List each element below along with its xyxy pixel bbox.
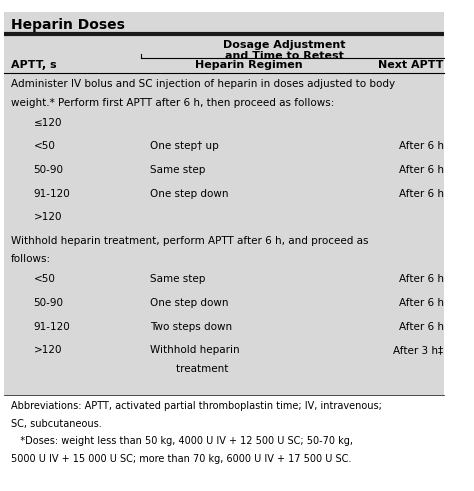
Text: After 3 h‡: After 3 h‡ <box>393 345 444 355</box>
Text: treatment: treatment <box>150 364 228 374</box>
Text: Abbreviations: APTT, activated partial thromboplastin time; IV, intravenous;: Abbreviations: APTT, activated partial t… <box>11 401 382 411</box>
Text: Withhold heparin: Withhold heparin <box>150 345 240 355</box>
Bar <box>4 12 444 395</box>
Text: Dosage Adjustment
and Time to Retest: Dosage Adjustment and Time to Retest <box>223 40 346 61</box>
Text: APTT, s: APTT, s <box>11 60 57 70</box>
Text: After 6 h: After 6 h <box>399 165 444 175</box>
Text: <50: <50 <box>34 141 55 151</box>
Text: *Doses: weight less than 50 kg, 4000 U IV + 12 500 U SC; 50-70 kg,: *Doses: weight less than 50 kg, 4000 U I… <box>11 436 353 446</box>
Text: One step† up: One step† up <box>150 141 219 151</box>
Text: After 6 h: After 6 h <box>399 274 444 284</box>
Text: Administer IV bolus and SC injection of heparin in doses adjusted to body: Administer IV bolus and SC injection of … <box>11 79 395 89</box>
Text: 5000 U IV + 15 000 U SC; more than 70 kg, 6000 U IV + 17 500 U SC.: 5000 U IV + 15 000 U SC; more than 70 kg… <box>11 454 352 464</box>
Text: After 6 h: After 6 h <box>399 189 444 198</box>
Text: Next APTT: Next APTT <box>378 60 444 70</box>
Text: >120: >120 <box>34 345 62 355</box>
Text: SC, subcutaneous.: SC, subcutaneous. <box>11 419 102 429</box>
Text: 91-120: 91-120 <box>34 322 70 331</box>
Text: >120: >120 <box>34 212 62 222</box>
Text: After 6 h: After 6 h <box>399 298 444 308</box>
Text: ≤120: ≤120 <box>34 118 62 128</box>
Text: <50: <50 <box>34 274 55 284</box>
Text: One step down: One step down <box>150 189 228 198</box>
Text: weight.* Perform first APTT after 6 h, then proceed as follows:: weight.* Perform first APTT after 6 h, t… <box>11 98 335 108</box>
Text: Same step: Same step <box>150 274 205 284</box>
Text: Two steps down: Two steps down <box>150 322 232 331</box>
Text: After 6 h: After 6 h <box>399 141 444 151</box>
Text: After 6 h: After 6 h <box>399 322 444 331</box>
Text: Heparin Doses: Heparin Doses <box>11 18 125 32</box>
Text: 50-90: 50-90 <box>34 165 64 175</box>
Text: Withhold heparin treatment, perform APTT after 6 h, and proceed as: Withhold heparin treatment, perform APTT… <box>11 236 369 246</box>
Text: Heparin Regimen: Heparin Regimen <box>195 60 302 70</box>
Text: Same step: Same step <box>150 165 205 175</box>
Text: 91-120: 91-120 <box>34 189 70 198</box>
Text: follows:: follows: <box>11 254 51 264</box>
Text: One step down: One step down <box>150 298 228 308</box>
Text: 50-90: 50-90 <box>34 298 64 308</box>
